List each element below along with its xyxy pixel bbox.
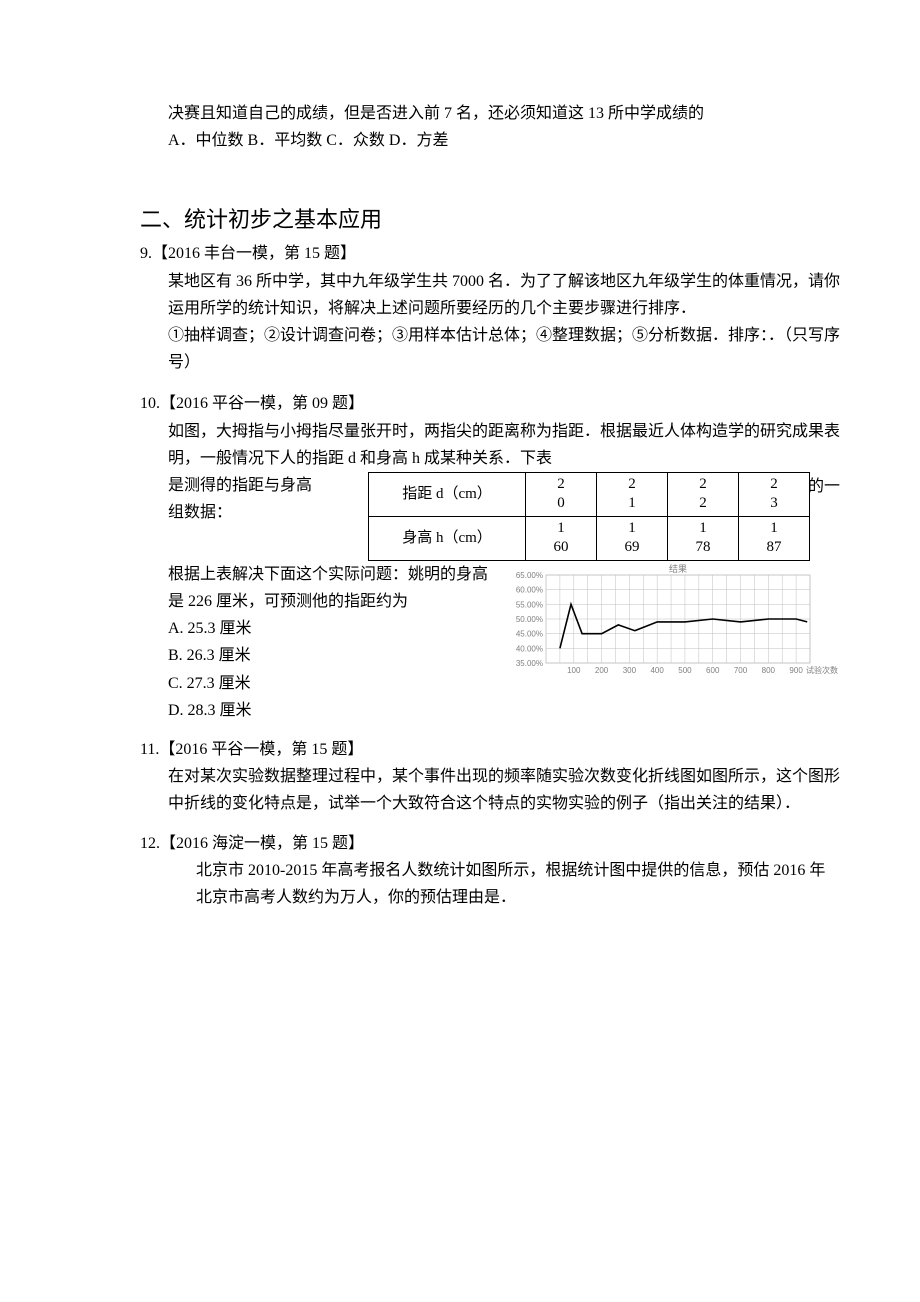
q9-body2: ①抽样调查；②设计调查问卷；③用样本估计总体；④整理数据；⑤分析数据．排序：．（… bbox=[168, 322, 840, 376]
q11-title: 11.【2016 平谷一模，第 15 题】 bbox=[140, 736, 840, 763]
svg-text:35.00%: 35.00% bbox=[516, 659, 543, 668]
svg-text:试验次数: 试验次数 bbox=[806, 665, 838, 675]
q11: 11.【2016 平谷一模，第 15 题】 在对某次实验数据整理过程中，某个事件… bbox=[140, 736, 840, 818]
svg-text:800: 800 bbox=[762, 666, 776, 675]
q10-optD: D. 28.3 厘米 bbox=[168, 697, 338, 724]
q10-optC: C. 27.3 厘米 bbox=[168, 670, 338, 697]
svg-text:500: 500 bbox=[678, 666, 692, 675]
section2-title: 二、统计初步之基本应用 bbox=[140, 202, 840, 234]
svg-text:300: 300 bbox=[623, 666, 637, 675]
q11-chart-svg: 结果 35.00% 40.00% 45.00% 50.00% 55.00% 60.00% 65… bbox=[510, 561, 840, 681]
label-h-text: 身高 h（cm） bbox=[402, 530, 492, 546]
td-d-3: 22 bbox=[668, 472, 739, 516]
svg-text:900: 900 bbox=[789, 666, 803, 675]
td-d-4: 23 bbox=[739, 472, 810, 516]
svg-text:40.00%: 40.00% bbox=[516, 644, 543, 653]
q-fragment-top: 决赛且知道自己的成绩，但是否进入前 7 名，还必须知道这 13 所中学成绩的 A… bbox=[140, 100, 840, 154]
svg-text:600: 600 bbox=[706, 666, 720, 675]
q10-optB: B. 26.3 厘米 bbox=[168, 642, 338, 669]
td-d-2: 21 bbox=[597, 472, 668, 516]
svg-text:200: 200 bbox=[595, 666, 609, 675]
td-h-3: 178 bbox=[668, 516, 739, 560]
q10: 10.【2016 平谷一模，第 09 题】 如图，大拇指与小拇指尽量张开时，两指… bbox=[140, 390, 840, 724]
svg-text:结果: 结果 bbox=[669, 563, 687, 574]
table-label-h: 身高 h（cm） bbox=[369, 516, 526, 560]
td-d-1: 20 bbox=[526, 472, 597, 516]
q10-title: 10.【2016 平谷一模，第 09 题】 bbox=[140, 390, 840, 417]
svg-text:65.00%: 65.00% bbox=[516, 571, 543, 580]
q10-lower: 结果 35.00% 40.00% 45.00% 50.00% 55.00% 60.00% 65… bbox=[168, 561, 840, 724]
q-top-line1: 决赛且知道自己的成绩，但是否进入前 7 名，还必须知道这 13 所中学成绩的 bbox=[168, 100, 840, 127]
q9-title: 9.【2016 丰台一模，第 15 题】 bbox=[140, 240, 840, 267]
q9: 9.【2016 丰台一模，第 15 题】 某地区有 36 所中学，其中九年级学生… bbox=[140, 240, 840, 376]
svg-text:45.00%: 45.00% bbox=[516, 630, 543, 639]
q-top-options: A．中位数 B．平均数 C．众数 D．方差 bbox=[168, 127, 840, 154]
q10-optA: A. 25.3 厘米 bbox=[168, 615, 338, 642]
svg-text:55.00%: 55.00% bbox=[516, 600, 543, 609]
q10-table-layout: 的一 指距 d（cm） 20 21 22 23 身高 h（cm） 160 1 bbox=[168, 472, 840, 561]
q12-title: 12.【2016 海淀一模，第 15 题】 bbox=[140, 830, 840, 857]
q10-table: 指距 d（cm） 20 21 22 23 身高 h（cm） 160 169 17… bbox=[368, 472, 810, 561]
svg-text:100: 100 bbox=[567, 666, 581, 675]
td-h-4: 187 bbox=[739, 516, 810, 560]
td-h-1: 160 bbox=[526, 516, 597, 560]
svg-text:60.00%: 60.00% bbox=[516, 586, 543, 595]
td-h-2: 169 bbox=[597, 516, 668, 560]
table-label-d: 指距 d（cm） bbox=[369, 472, 526, 516]
q10-body1: 如图，大拇指与小拇指尽量张开时，两指尖的距离称为指距．根据最近人体构造学的研究成… bbox=[168, 418, 840, 472]
label-d-text: 指距 d（cm） bbox=[402, 486, 492, 502]
q10-right-frag: 的一 bbox=[808, 472, 840, 496]
q11-body1: 在对某次实验数据整理过程中，某个事件出现的频率随实验次数变化折线图如图所示，这个… bbox=[168, 763, 840, 817]
q9-body1: 某地区有 36 所中学，其中九年级学生共 7000 名．为了了解该地区九年级学生… bbox=[168, 268, 840, 322]
svg-text:400: 400 bbox=[650, 666, 664, 675]
q11-chart: 结果 35.00% 40.00% 45.00% 50.00% 55.00% 60.00% 65… bbox=[510, 561, 840, 681]
q12: 12.【2016 海淀一模，第 15 题】 北京市 2010-2015 年高考报… bbox=[140, 830, 840, 912]
svg-text:700: 700 bbox=[734, 666, 748, 675]
q12-body: 北京市 2010-2015 年高考报名人数统计如图所示，根据统计图中提供的信息，… bbox=[196, 857, 840, 911]
svg-text:50.00%: 50.00% bbox=[516, 615, 543, 624]
